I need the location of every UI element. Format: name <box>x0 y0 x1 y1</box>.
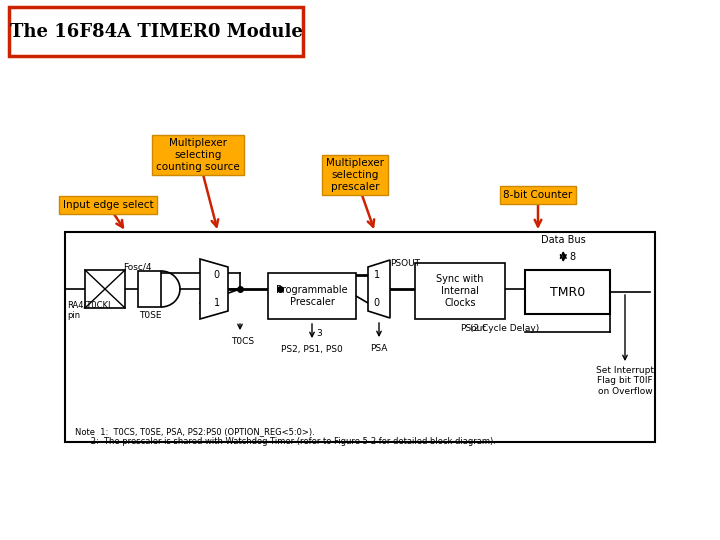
Text: 1: 1 <box>374 270 380 280</box>
Text: RA4/T0CKI
pin: RA4/T0CKI pin <box>67 301 110 320</box>
Text: PSA: PSA <box>370 344 387 353</box>
Text: Sync with
Internal
Clocks: Sync with Internal Clocks <box>436 274 484 308</box>
Text: Programmable
Prescaler: Programmable Prescaler <box>276 285 348 307</box>
Text: T0SE: T0SE <box>140 311 162 320</box>
Bar <box>65 232 655 442</box>
Polygon shape <box>200 259 228 319</box>
Text: PSout: PSout <box>460 324 486 333</box>
Text: Note  1:  T0CS, T0SE, PSA, PS2:PS0 (OPTION_REG<5:0>).
      2:  The prescaler is: Note 1: T0CS, T0SE, PSA, PS2:PS0 (OPTION… <box>75 427 496 447</box>
Text: PSOUT: PSOUT <box>390 259 420 268</box>
Bar <box>85 270 125 308</box>
Text: Fosc/4: Fosc/4 <box>124 262 152 271</box>
Text: T0CS: T0CS <box>231 337 255 346</box>
Text: Input edge select: Input edge select <box>63 200 153 210</box>
Text: 1: 1 <box>214 298 220 308</box>
Bar <box>415 263 505 319</box>
FancyBboxPatch shape <box>9 7 303 56</box>
Text: (2 Cycle Delay): (2 Cycle Delay) <box>470 324 539 333</box>
Bar <box>268 273 356 319</box>
Text: Multiplexer
selecting
counting source: Multiplexer selecting counting source <box>156 138 240 172</box>
Text: 8: 8 <box>570 252 575 261</box>
Text: Multiplexer
selecting
prescaler: Multiplexer selecting prescaler <box>326 158 384 192</box>
Text: 0: 0 <box>214 270 220 280</box>
Polygon shape <box>368 260 390 318</box>
Text: TMR0: TMR0 <box>550 286 585 299</box>
Text: Set Interrupt
Flag bit T0IF
on Overflow: Set Interrupt Flag bit T0IF on Overflow <box>596 366 654 396</box>
Text: Data Bus: Data Bus <box>541 235 585 245</box>
Text: PS2, PS1, PS0: PS2, PS1, PS0 <box>281 345 343 354</box>
Text: 3: 3 <box>316 328 322 338</box>
Bar <box>525 270 610 314</box>
Bar <box>138 271 161 307</box>
Text: The 16F84A TIMER0 Module: The 16F84A TIMER0 Module <box>9 23 302 41</box>
Text: 8-bit Counter: 8-bit Counter <box>503 190 572 200</box>
Text: 0: 0 <box>374 298 380 308</box>
